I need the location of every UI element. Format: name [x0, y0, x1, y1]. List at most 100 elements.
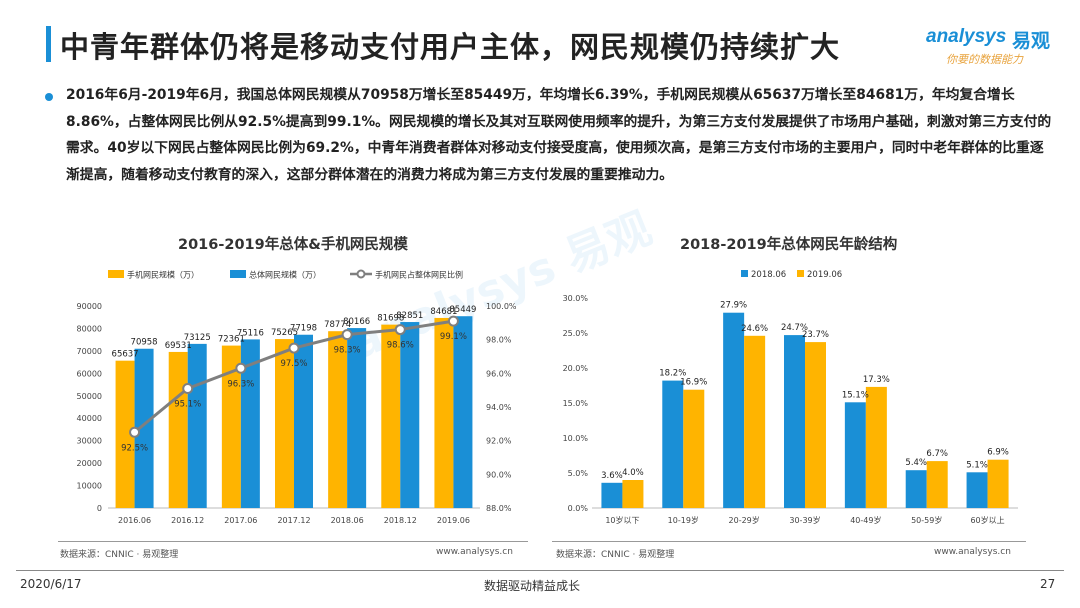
page-title: 中青年群体仍将是移动支付用户主体，网民规模仍持续扩大 [60, 30, 841, 64]
bar-mobile-users [434, 317, 454, 508]
y-tick-label: 30.0% [563, 294, 589, 303]
y-left-tick-label: 0 [97, 504, 102, 513]
y-left-tick-label: 60000 [77, 369, 102, 378]
bar-2018-value-label: 18.2% [659, 369, 686, 379]
bar-2018 [723, 312, 745, 508]
logo-en-text: analysys [926, 26, 1007, 47]
analysys-logo: analysys 易观 你要的数据能力 [926, 26, 1056, 72]
bar-2019 [622, 480, 644, 508]
legend-swatch-1 [230, 270, 246, 278]
bar-total-value-label: 85449 [449, 305, 476, 315]
bar-2019 [683, 389, 705, 508]
bar-mobile-users [328, 331, 348, 508]
bar-2019-value-label: 4.0% [622, 468, 644, 478]
source-right: 数据来源：CNNIC · 易观整理 [556, 550, 675, 560]
ratio-point [447, 315, 459, 327]
bar-2018-value-label: 27.9% [720, 301, 747, 311]
bar-2019-value-label: 24.6% [741, 324, 768, 334]
x-tick-label: 2018.06 [331, 516, 364, 525]
page-number: 27 [1040, 577, 1056, 591]
bar-2019-value-label: 6.9% [987, 448, 1009, 458]
legend-label-2: 手机网民占整体网民比例 [375, 270, 463, 280]
y-tick-label: 0.0% [568, 504, 589, 513]
bar-total-value-label: 82851 [396, 311, 423, 321]
bar-mobile-value-label: 65637 [112, 350, 139, 360]
summary-paragraph: 2016年6月-2019年6月，我国总体网民规模从70958万增长至85449万… [66, 87, 1052, 183]
y-right-tick-label: 100.0% [486, 302, 517, 311]
x-tick-label: 30-39岁 [789, 515, 820, 525]
x-tick-label: 2016.12 [171, 516, 204, 525]
y-tick-label: 25.0% [563, 329, 589, 338]
legend-swatch-0 [108, 270, 124, 278]
bar-2018 [601, 482, 623, 508]
ratio-point [129, 426, 141, 438]
bar-total-value-label: 73125 [184, 333, 211, 343]
y-left-tick-label: 80000 [77, 324, 102, 333]
footer-date: 2020/6/17 [20, 577, 82, 591]
ratio-point [235, 362, 247, 374]
source-divider-right [552, 541, 1026, 542]
bar-mobile-value-label: 84681 [430, 307, 457, 317]
chart1-title: 2016-2019年总体&手机网民规模 [178, 237, 408, 253]
ratio-value-label: 96.3% [227, 379, 254, 389]
bar-total-value-label: 80166 [343, 317, 370, 327]
legend-label-0: 2018.06 [751, 270, 786, 280]
bar-2019 [926, 461, 948, 508]
bar-2018-value-label: 5.1% [966, 460, 988, 470]
bar-2019-value-label: 6.7% [926, 449, 948, 459]
ratio-point [182, 382, 194, 394]
x-tick-label: 2019.06 [437, 516, 470, 525]
y-left-tick-label: 90000 [77, 302, 102, 311]
bar-2018-value-label: 5.4% [905, 458, 927, 468]
bar-mobile-value-label: 81698 [377, 314, 404, 324]
bar-2018 [905, 470, 927, 508]
bar-mobile-users [275, 339, 294, 508]
bar-2019 [865, 386, 887, 508]
y-right-tick-label: 96.0% [486, 369, 512, 378]
bar-total-value-label: 75116 [237, 328, 264, 338]
legend-swatch-0 [741, 270, 748, 277]
y-left-tick-label: 50000 [77, 392, 102, 401]
ratio-point [394, 324, 406, 336]
x-tick-label: 10-19岁 [668, 515, 699, 525]
legend-label-1: 2019.06 [807, 270, 842, 280]
title-accent-bar [46, 26, 51, 62]
bar-total-users [453, 316, 473, 508]
bar-2019-value-label: 16.9% [680, 378, 707, 388]
y-right-tick-label: 90.0% [486, 470, 512, 479]
ratio-point [341, 329, 353, 341]
chart1-users-scale: 手机网民规模（万） 总体网民规模（万） 手机网民占整体网民比例 0 10000 20000… [77, 269, 517, 525]
bar-total-users [347, 328, 367, 508]
bar-mobile-value-label: 72361 [218, 335, 245, 345]
legend-label-1: 总体网民规模（万） [249, 270, 321, 280]
ratio-value-label: 98.6% [387, 341, 414, 351]
y-left-tick-label: 10000 [77, 482, 102, 491]
y-tick-label: 10.0% [563, 434, 589, 443]
x-tick-label: 2016.06 [118, 516, 151, 525]
chart2-age-structure: 2018.06 2019.06 0.0% 5.0% 10.0% 15.0% 20.0% 25.… [563, 270, 1018, 525]
footer-center: 数据驱动精益成长 [484, 579, 581, 593]
y-left-tick-label: 70000 [77, 347, 102, 356]
source-divider-left [58, 541, 528, 542]
bar-2018 [966, 472, 988, 508]
bar-2018 [662, 380, 684, 508]
y-right-tick-label: 88.0% [486, 504, 512, 513]
bar-mobile-value-label: 75265 [271, 328, 298, 338]
source-left: 数据来源：CNNIC · 易观整理 [60, 550, 179, 560]
bar-2018-value-label: 24.7% [781, 323, 808, 333]
bar-2019-value-label: 17.3% [863, 375, 890, 385]
bar-total-value-label: 70958 [131, 338, 158, 348]
x-tick-label: 10岁以下 [605, 515, 639, 525]
bar-2019 [744, 335, 766, 508]
y-left-tick-label: 40000 [77, 414, 102, 423]
logo-cn-text: 易观 [1012, 30, 1051, 52]
y-tick-label: 5.0% [568, 469, 589, 478]
y-left-tick-label: 30000 [77, 437, 102, 446]
x-tick-label: 20-29岁 [729, 515, 760, 525]
bullet-dot-icon [45, 93, 53, 101]
bar-2018-value-label: 15.1% [842, 390, 869, 400]
y-left-tick-label: 20000 [77, 459, 102, 468]
ratio-value-label: 99.1% [440, 332, 467, 342]
x-tick-label: 50-59岁 [911, 515, 942, 525]
ratio-value-label: 98.3% [334, 346, 361, 356]
